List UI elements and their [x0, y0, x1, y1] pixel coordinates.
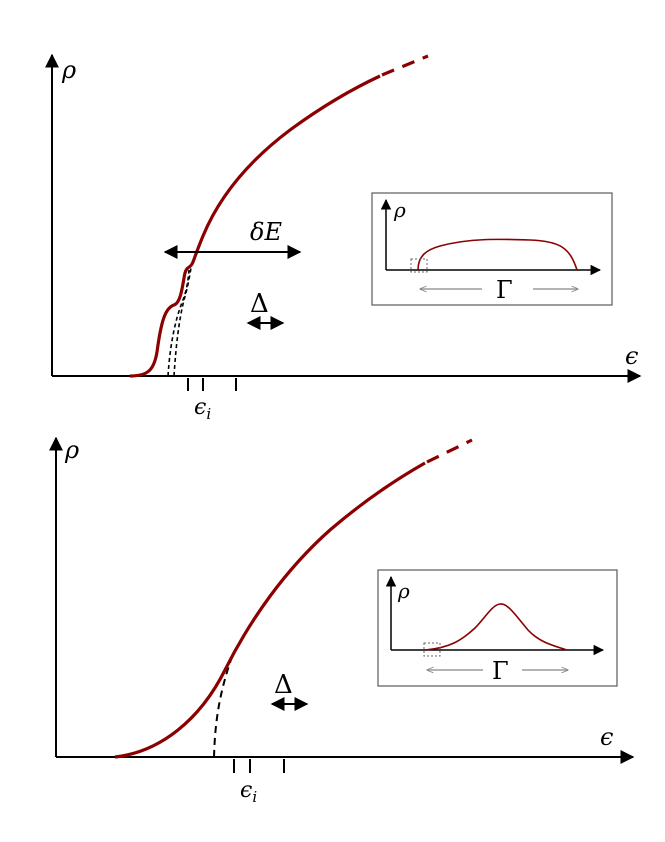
bottom-inset-y-label: ρ [397, 579, 410, 603]
bottom-spacing-label: Δ [274, 670, 293, 700]
top-inset-frame [371, 192, 613, 306]
top-panel: ρ ϵ δE Δ ϵi ρ Γ [45, 53, 642, 423]
top-tick-label: ϵi [194, 395, 211, 423]
bottom-inset-density-curve [424, 603, 568, 651]
top-inset-zoom-box [410, 258, 428, 273]
top-inset-density-curve [417, 238, 578, 271]
top-guide-dashed-1 [167, 269, 190, 377]
bottom-y-axis-label: ρ [64, 436, 79, 464]
top-x-axis-label: ϵ [625, 342, 638, 370]
bottom-inset: ρ Γ [377, 569, 618, 687]
top-density-curve [129, 74, 381, 378]
top-width-label: δE [250, 218, 282, 246]
top-guide-dashed-2 [173, 267, 192, 377]
bottom-inset-frame [377, 569, 618, 687]
bottom-panel: ρ ϵ Δ ϵi ρ Γ [49, 436, 635, 806]
top-spacing-label: Δ [250, 289, 269, 319]
top-inset-y-label: ρ [393, 198, 406, 222]
bottom-density-curve-extension [426, 438, 473, 464]
top-y-axis-label: ρ [61, 56, 76, 84]
top-inset-gamma-label: Γ [496, 276, 513, 304]
bottom-level-ticks [233, 759, 285, 773]
top-inset: ρ Γ [371, 192, 613, 306]
bottom-density-curve [114, 461, 426, 759]
bottom-tick-label: ϵi [240, 778, 257, 806]
bottom-guide-dashed [213, 653, 234, 758]
bottom-x-axis-label: ϵ [600, 723, 613, 751]
bottom-inset-zoom-box [423, 642, 441, 657]
top-density-curve-extension [381, 54, 429, 77]
bottom-inset-gamma-label: Γ [492, 657, 509, 685]
top-level-ticks [187, 378, 237, 391]
